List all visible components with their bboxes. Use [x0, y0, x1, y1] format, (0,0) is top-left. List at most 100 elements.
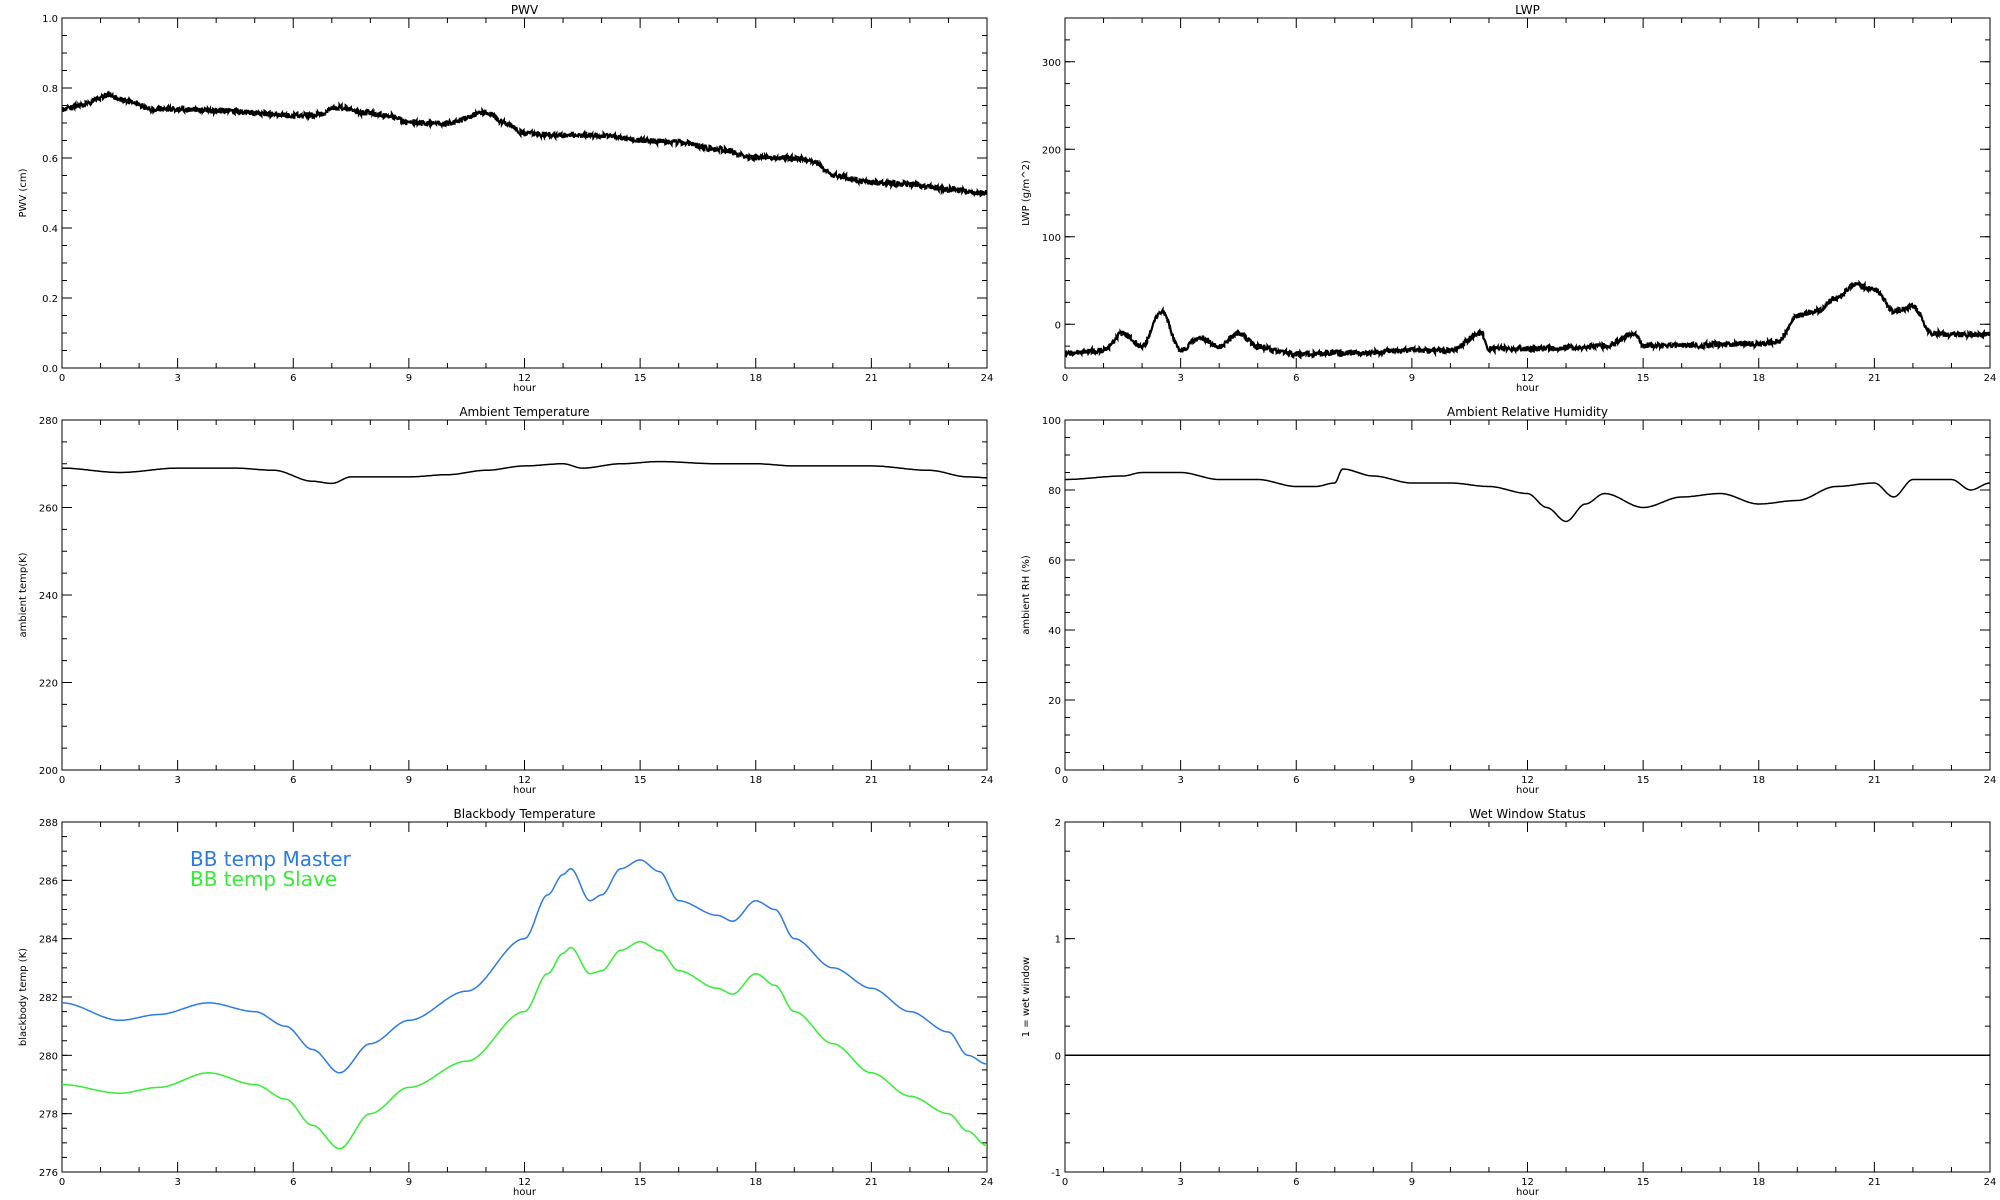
y-tick-label: -1 — [1051, 1168, 1061, 1179]
x-tick-label: 15 — [1637, 775, 1650, 786]
chart-title: Blackbody Temperature — [454, 807, 596, 821]
legend-entry-1: BB temp Slave — [190, 867, 337, 891]
chart-panel-2: Ambient Temperature 0 3 6 9 12 15 18 21 24 hour 200… — [18, 405, 993, 796]
y-tick-label: 300 — [1042, 58, 1061, 69]
x-tick-label: 6 — [290, 775, 296, 786]
plot-frame — [61, 17, 988, 369]
x-tick-label: 21 — [865, 373, 878, 384]
x-tick-label: 21 — [865, 1177, 878, 1188]
y-tick-label: 284 — [39, 935, 58, 946]
series-line-0 — [1065, 279, 1990, 360]
y-tick-label: 0 — [1055, 1051, 1061, 1062]
x-tick-label: 15 — [634, 1177, 647, 1188]
series-line-0 — [62, 89, 987, 198]
series-line-0 — [62, 859, 987, 1074]
y-tick-label: 240 — [39, 591, 58, 602]
x-tick-label: 15 — [634, 775, 647, 786]
x-tick-label: 6 — [290, 373, 296, 384]
y-tick-label: 286 — [39, 876, 58, 887]
x-tick-label: 3 — [1177, 1177, 1183, 1188]
x-tick-label: 15 — [634, 373, 647, 384]
x-tick-label: 9 — [406, 775, 412, 786]
chart-panel-3: Ambient Relative Humidity 0 3 6 9 12 15 18 21 24 h… — [1021, 405, 1996, 796]
x-tick-label: 9 — [1409, 1177, 1415, 1188]
chart-panel-1: LWP 0 3 6 9 12 15 18 21 24 hour 0 100 200 300 LWP (g/m^… — [1021, 3, 1996, 394]
x-tick-label: 12 — [518, 1177, 531, 1188]
x-tick-label: 15 — [1637, 1177, 1650, 1188]
x-tick-label: 0 — [1062, 1177, 1068, 1188]
x-tick-label: 0 — [1062, 775, 1068, 786]
x-tick-label: 18 — [1752, 373, 1765, 384]
chart-panel-0: PWV 0 3 6 9 12 15 18 21 24 hour 0.0 0.2 0.4 0.6 0.8 1.0 P… — [18, 3, 993, 394]
y-tick-label: 288 — [39, 818, 58, 829]
x-tick-label: 24 — [1984, 775, 1997, 786]
y-tick-label: 0.8 — [42, 84, 58, 95]
y-tick-label: 100 — [1042, 233, 1061, 244]
y-tick-label: 0.6 — [42, 154, 58, 165]
y-tick-label: 200 — [1042, 145, 1061, 156]
x-axis-label: hour — [1516, 383, 1540, 394]
series-line-0 — [62, 460, 987, 485]
y-tick-label: 280 — [39, 1051, 58, 1062]
chart-panel-4: Blackbody Temperature 0 3 6 9 12 15 18 21 24 hour 2… — [18, 807, 993, 1198]
x-tick-label: 21 — [865, 775, 878, 786]
x-tick-label: 6 — [1293, 775, 1299, 786]
x-axis-label: hour — [513, 383, 537, 394]
x-tick-label: 12 — [1521, 373, 1534, 384]
x-tick-label: 12 — [1521, 1177, 1534, 1188]
x-tick-label: 0 — [59, 775, 65, 786]
x-tick-label: 18 — [749, 373, 762, 384]
y-tick-label: 0 — [1055, 320, 1061, 331]
x-axis-label: hour — [513, 785, 537, 796]
x-tick-label: 9 — [1409, 775, 1415, 786]
x-tick-label: 0 — [59, 1177, 65, 1188]
chart-title: Wet Window Status — [1469, 807, 1585, 821]
x-tick-label: 9 — [406, 1177, 412, 1188]
y-axis-label: ambient RH (%) — [1021, 555, 1032, 635]
y-tick-label: 200 — [39, 766, 58, 777]
x-tick-label: 0 — [59, 373, 65, 384]
plot-frame — [1064, 419, 1991, 771]
y-tick-label: 60 — [1048, 556, 1061, 567]
y-tick-label: 276 — [39, 1168, 58, 1179]
x-tick-label: 3 — [174, 1177, 180, 1188]
legend-entry-0: BB temp Master — [190, 847, 352, 871]
x-tick-label: 24 — [1984, 373, 1997, 384]
y-tick-label: 0.4 — [42, 224, 58, 235]
x-tick-label: 9 — [1409, 373, 1415, 384]
chart-title: PWV — [511, 3, 539, 17]
x-tick-label: 12 — [518, 775, 531, 786]
x-tick-label: 3 — [174, 775, 180, 786]
y-tick-label: 220 — [39, 679, 58, 690]
x-axis-label: hour — [1516, 1187, 1540, 1198]
x-tick-label: 24 — [981, 775, 994, 786]
y-axis-label: PWV (cm) — [18, 168, 29, 217]
y-axis-label: ambient temp(K) — [18, 552, 29, 637]
y-tick-label: 0 — [1055, 766, 1061, 777]
x-tick-label: 0 — [1062, 373, 1068, 384]
x-tick-label: 18 — [1752, 1177, 1765, 1188]
y-axis-label: 1 = wet window — [1021, 957, 1032, 1037]
y-tick-label: 280 — [39, 416, 58, 427]
y-tick-label: 1 — [1055, 935, 1061, 946]
plot-frame — [61, 419, 988, 771]
x-tick-label: 6 — [1293, 1177, 1299, 1188]
x-tick-label: 24 — [1984, 1177, 1997, 1188]
chart-title: Ambient Temperature — [459, 405, 589, 419]
y-tick-label: 278 — [39, 1110, 58, 1121]
x-tick-label: 12 — [1521, 775, 1534, 786]
x-tick-label: 15 — [1637, 373, 1650, 384]
x-tick-label: 21 — [1868, 1177, 1881, 1188]
series-line-1 — [62, 940, 987, 1150]
plot-frame — [1064, 821, 1991, 1173]
x-tick-label: 9 — [406, 373, 412, 384]
y-axis-label: LWP (g/m^2) — [1021, 160, 1032, 226]
x-tick-label: 3 — [1177, 775, 1183, 786]
y-tick-label: 260 — [39, 504, 58, 515]
x-tick-label: 18 — [1752, 775, 1765, 786]
x-tick-label: 3 — [1177, 373, 1183, 384]
y-tick-label: 2 — [1055, 818, 1061, 829]
x-tick-label: 24 — [981, 1177, 994, 1188]
series-line-0 — [1065, 468, 1990, 523]
